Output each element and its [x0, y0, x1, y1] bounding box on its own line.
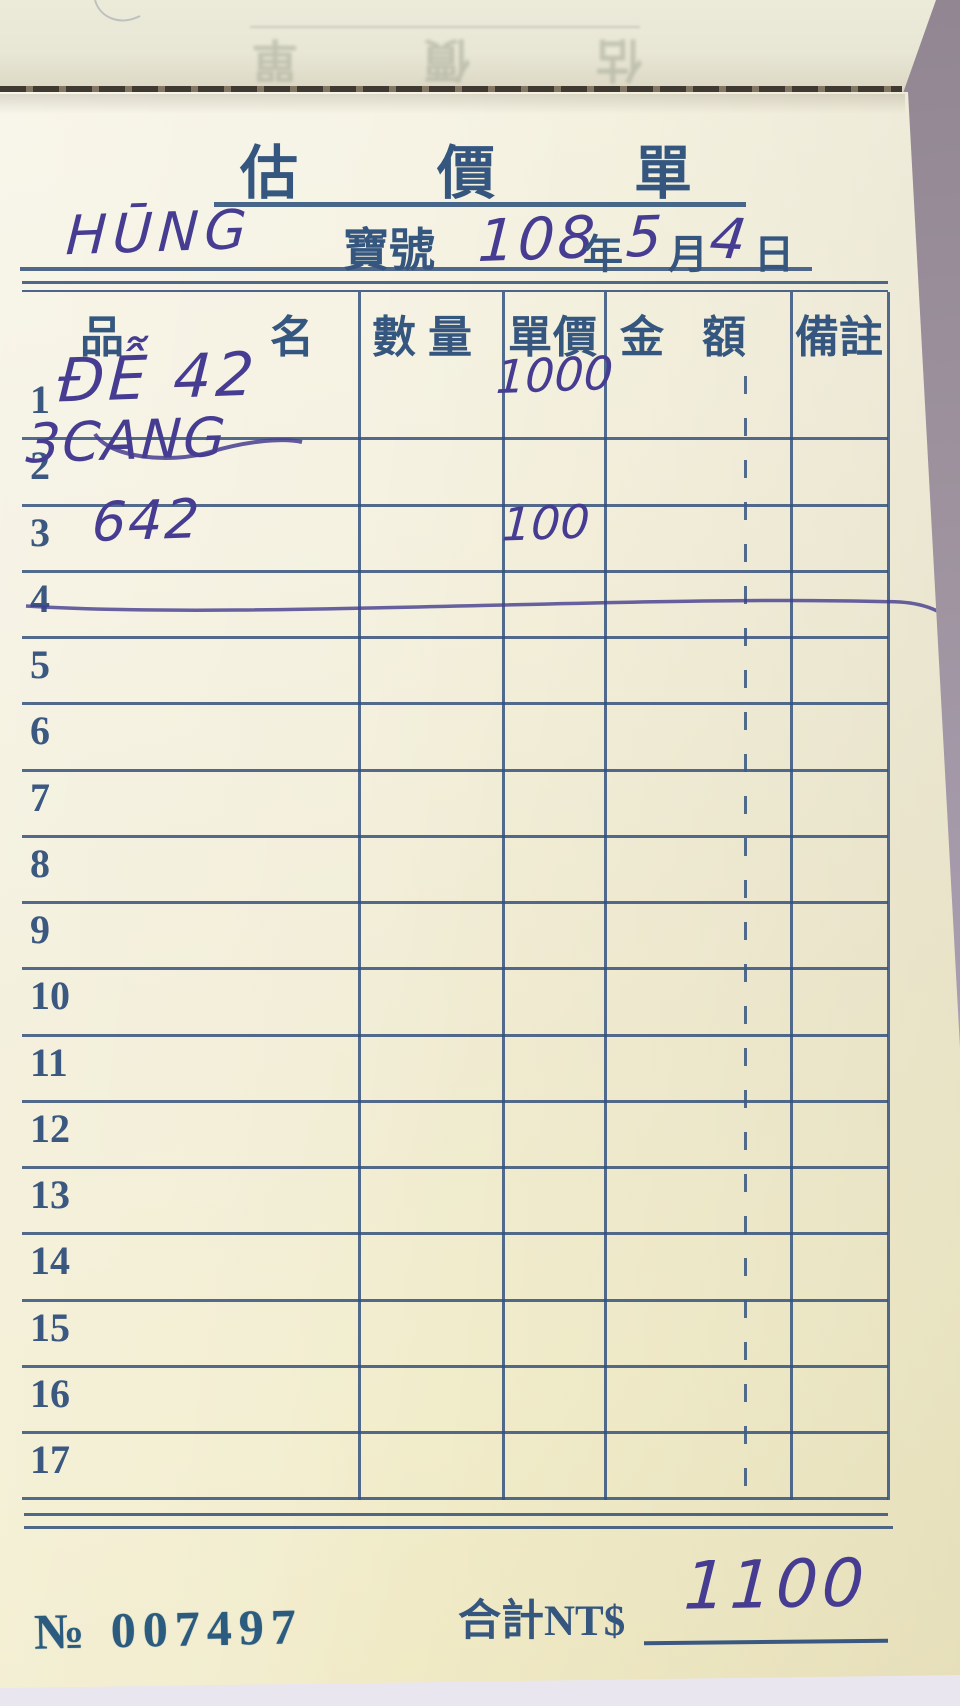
total-label: 合計NT$: [458, 1598, 626, 1645]
date-underline: [20, 267, 812, 271]
row-number: 17: [30, 1437, 70, 1482]
handwritten-total: 1100: [682, 1544, 871, 1625]
table-row: 15: [22, 1302, 888, 1368]
row-number: 13: [30, 1172, 70, 1217]
header-unit-price: 單價: [508, 313, 598, 362]
table-row: 1: [22, 374, 888, 441]
handwritten-customer-name: HŪNG: [64, 197, 254, 268]
table-row: 17: [22, 1434, 888, 1501]
table-header-row: 品名 數量 單價 金額 備註: [22, 290, 888, 374]
handwritten-unit_price-row1: 1000: [494, 345, 615, 405]
header-item-name: 品名: [80, 313, 314, 362]
pad-binding-strip: [0, 86, 902, 96]
table-row: 11: [22, 1037, 888, 1103]
column-divider-amount-remark: [790, 292, 793, 1500]
table-bottom-rule-2: [24, 1526, 893, 1529]
header-quantity: 數量: [372, 313, 472, 362]
table-row: 2: [22, 440, 888, 507]
faint-pen-mark: [94, 0, 141, 22]
row-number: 4: [30, 575, 50, 621]
header-amount: 金額: [620, 313, 746, 362]
table-row: 9: [22, 904, 888, 971]
header-remark: 備註: [795, 313, 883, 362]
title-underline: [214, 202, 746, 207]
row1-ink-flourish: [93, 432, 303, 460]
table-row: 4: [22, 573, 888, 639]
row-number: 2: [30, 443, 50, 489]
table-row: 6: [22, 705, 888, 772]
handwritten-unit_price-row3: 100: [500, 494, 592, 552]
table-row: 5: [22, 639, 888, 706]
handwritten-year: 108: [476, 202, 600, 276]
row-number: 1: [30, 377, 50, 422]
row4-strike-ink-line: [25, 598, 959, 628]
row-number: 7: [30, 774, 50, 820]
table-top-rule: [22, 281, 888, 284]
table-right-border: [887, 292, 890, 1500]
row-number: 5: [30, 642, 50, 687]
row-number: 16: [30, 1370, 70, 1416]
table-row: 14: [22, 1235, 888, 1302]
table-rows: 1 2 3 4 5 6 7 8 9 10 11 12 13 14 15 16 17: [22, 374, 888, 1501]
table-row: 7: [22, 772, 888, 838]
table-row: 3: [22, 507, 888, 573]
handwritten-item-row3: 642: [90, 487, 203, 554]
handwritten-month: 5: [624, 204, 664, 271]
row-number: 3: [30, 509, 50, 555]
table-row: 12: [22, 1103, 888, 1169]
ghost-title-underline: [250, 26, 640, 28]
row-number: 15: [30, 1304, 70, 1350]
amount-column-dashed-line: [744, 376, 747, 1500]
handwritten-day: 4: [706, 206, 750, 273]
row-number: 12: [30, 1105, 70, 1151]
table-row: 10: [22, 970, 888, 1037]
row-number: 8: [30, 840, 50, 886]
column-divider-item-qty: [358, 292, 361, 1500]
row-number: 11: [30, 1039, 68, 1085]
column-divider-price-amount: [604, 292, 607, 1500]
flipped-previous-sheet: 估價單: [0, 0, 936, 96]
handwritten-item-row2: 3CANG: [24, 405, 229, 476]
table-row: 16: [22, 1368, 888, 1434]
row-number: 6: [30, 708, 50, 754]
table-row: 13: [22, 1169, 888, 1236]
handwritten-item-row1: ĐỄ 42: [56, 339, 260, 417]
month-label: 月: [668, 232, 708, 277]
row-number: 10: [30, 973, 70, 1019]
row-number: 14: [30, 1238, 70, 1284]
table-row: 8: [22, 838, 888, 904]
form-title: 估價單: [240, 141, 692, 206]
sheet-shadow: [0, 94, 905, 114]
serial-number-stamp: № 007497: [33, 1598, 304, 1660]
row-number: 9: [30, 907, 50, 952]
table-bottom-rule-1: [24, 1513, 888, 1516]
day-label: 日: [754, 232, 794, 277]
column-divider-qty-price: [502, 292, 505, 1500]
year-label: 年: [583, 232, 623, 277]
